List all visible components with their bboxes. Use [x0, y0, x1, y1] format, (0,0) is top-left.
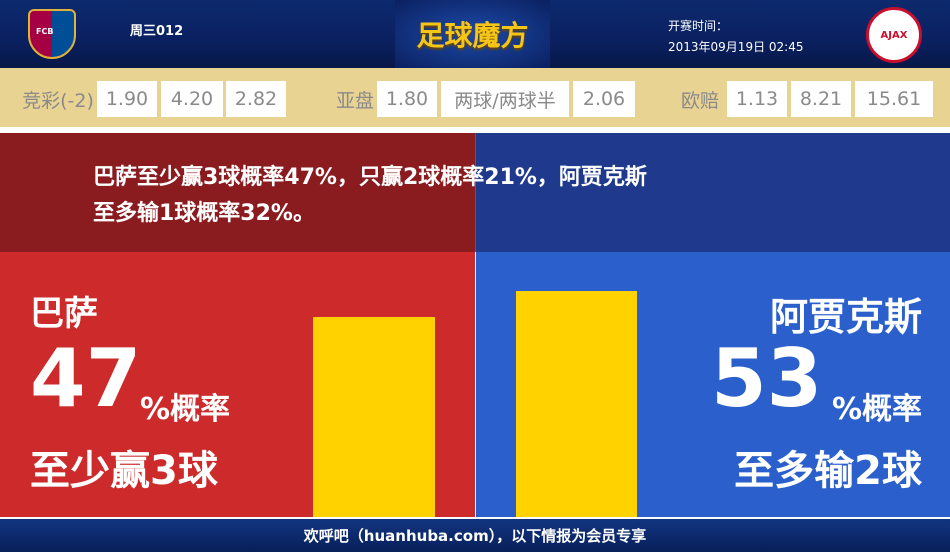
away-desc: 至多输2球: [734, 448, 922, 494]
jc-odd: 2.82: [226, 81, 286, 117]
eu-odd: 15.61: [855, 81, 933, 117]
ah-label: 亚盘: [335, 89, 374, 112]
home-pct: 47: [30, 332, 142, 425]
jc-label: 竞彩(-2): [22, 89, 94, 112]
header: FCB 周三012 足球魔方 开赛时间： 2013年09月19日 02:45 A…: [0, 0, 950, 68]
away-pct: 53: [711, 332, 823, 425]
ah-line: 两球/两球半: [441, 81, 569, 117]
eu-odd: 1.13: [727, 81, 787, 117]
home-name: 巴萨: [30, 294, 98, 334]
match-number: 周三012: [130, 24, 184, 39]
ah-odd: 1.80: [377, 81, 437, 117]
eu-label: 欧赔: [680, 89, 719, 112]
home-probability-bar: [313, 316, 435, 517]
ajax-logo: AJAX: [866, 7, 922, 63]
summary-band-away: [475, 133, 950, 252]
away-probability-bar: [516, 291, 637, 517]
kickoff-label: 开赛时间：: [668, 19, 729, 33]
summary-band-home: [0, 133, 475, 252]
home-pct-suffix: %概率: [140, 392, 231, 427]
jc-odd: 1.90: [97, 81, 157, 117]
barcelona-logo: FCB: [28, 9, 76, 59]
jc-odd: 4.20: [161, 81, 223, 117]
odds-band: 竞彩(-2) 1.90 4.20 2.82 亚盘 1.80 两球/两球半 2.0…: [0, 68, 950, 130]
away-pct-suffix: %概率: [831, 392, 922, 427]
ah-odd: 2.06: [573, 81, 635, 117]
home-desc: 至少赢3球: [30, 448, 218, 494]
footer-banner: 欢呼吧（huanhuba.com），以下情报为会员专享: [0, 517, 950, 552]
summary-text: 巴萨至少赢3球概率47%，只赢2球概率21%，阿贾克斯 至多输1球概率32%。: [93, 165, 647, 226]
away-name: 阿贾克斯: [769, 295, 922, 339]
eu-odd: 8.21: [791, 81, 851, 117]
kickoff-time: 2013年09月19日 02:45: [668, 40, 804, 54]
brand-logo: 足球魔方: [395, 0, 550, 68]
